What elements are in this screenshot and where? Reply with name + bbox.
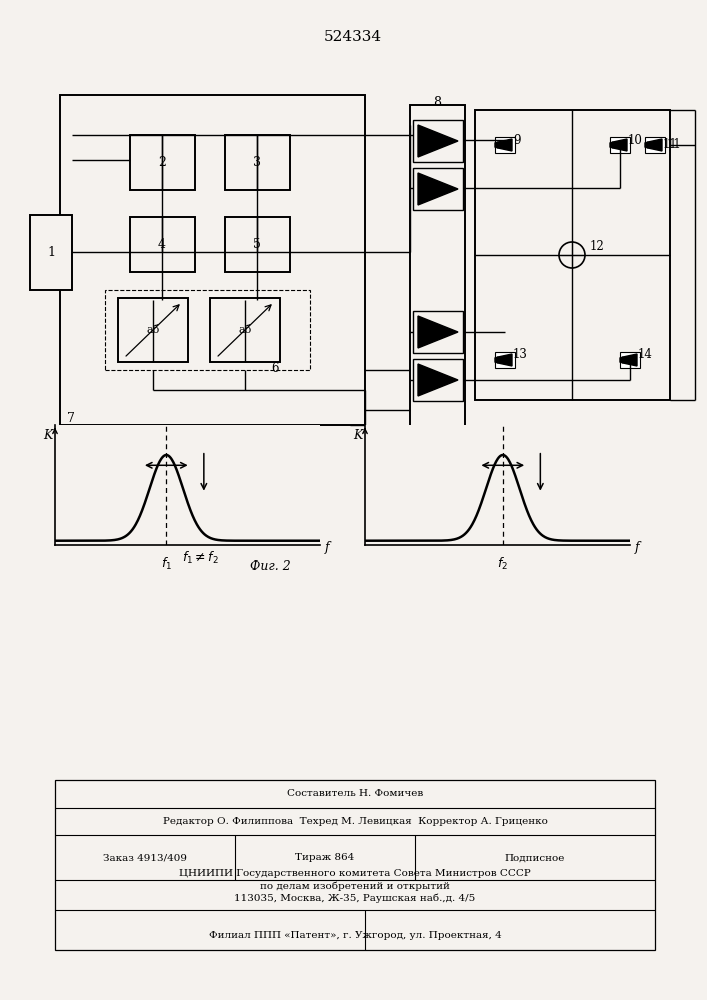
Polygon shape (495, 357, 498, 363)
Polygon shape (498, 139, 512, 151)
Text: 11: 11 (663, 138, 678, 151)
Bar (130, 135, 195, 190)
Text: Редактор О. Филиппова  Техред М. Левицкая  Корректор А. Гриценко: Редактор О. Филиппова Техред М. Левицкая… (163, 818, 547, 826)
Bar (495, 352, 515, 368)
Text: Тираж 864: Тираж 864 (296, 854, 355, 862)
Text: ЦНИИПИ Государственного комитета Совета Министров СССР: ЦНИИПИ Государственного комитета Совета … (179, 868, 531, 878)
Text: 12: 12 (590, 240, 604, 253)
Text: Фиг. 2: Фиг. 2 (250, 560, 291, 573)
Bar (225, 135, 290, 190)
Polygon shape (418, 364, 458, 396)
Polygon shape (495, 142, 498, 148)
Polygon shape (418, 316, 458, 348)
Text: 9: 9 (513, 133, 520, 146)
Polygon shape (498, 354, 512, 366)
Text: 2: 2 (158, 155, 166, 168)
Polygon shape (620, 357, 623, 363)
Polygon shape (645, 142, 648, 148)
Text: 13: 13 (513, 349, 528, 361)
Bar (475, 110, 670, 400)
Bar (225, 217, 290, 272)
Text: 14: 14 (638, 349, 653, 361)
Text: 7: 7 (67, 412, 75, 424)
Bar (118, 298, 188, 362)
Bar (495, 137, 515, 153)
Polygon shape (648, 139, 662, 151)
Bar (413, 359, 463, 401)
Text: Филиал ППП «Патент», г. Ужгород, ул. Проектная, 4: Филиал ППП «Патент», г. Ужгород, ул. Про… (209, 930, 501, 940)
Text: f: f (634, 541, 639, 554)
Text: 10: 10 (628, 133, 643, 146)
Text: Заказ 4913/409: Заказ 4913/409 (103, 854, 187, 862)
Text: 524334: 524334 (324, 30, 382, 44)
Text: 1: 1 (47, 245, 55, 258)
Text: $f_2$: $f_2$ (497, 556, 508, 572)
Bar (55, 780, 655, 950)
Polygon shape (418, 125, 458, 157)
Text: по делам изобретений и открытий: по делам изобретений и открытий (260, 881, 450, 891)
Bar (130, 217, 195, 272)
Text: 113035, Москва, Ж-35, Раушская наб.,д. 4/5: 113035, Москва, Ж-35, Раушская наб.,д. 4… (235, 893, 476, 903)
Polygon shape (610, 142, 613, 148)
Text: K: K (354, 429, 363, 442)
Text: $f_1 \neq f_2$: $f_1 \neq f_2$ (182, 550, 218, 566)
Text: Подписное: Подписное (505, 854, 565, 862)
Bar (413, 168, 463, 210)
Text: 8: 8 (433, 96, 441, 108)
Text: 6: 6 (271, 361, 279, 374)
Text: Фиг. 1: Фиг. 1 (400, 436, 440, 448)
Bar (620, 352, 640, 368)
Text: K: K (44, 429, 53, 442)
Bar (645, 137, 665, 153)
Text: 11: 11 (667, 138, 682, 151)
Bar (30, 215, 72, 290)
Bar (413, 120, 463, 162)
Text: f: f (325, 541, 329, 554)
Bar (410, 105, 465, 435)
Bar (210, 298, 280, 362)
Text: 5: 5 (253, 237, 261, 250)
Bar (105, 290, 310, 370)
Text: Составитель Н. Фомичев: Составитель Н. Фомичев (287, 790, 423, 798)
Polygon shape (613, 139, 627, 151)
Text: $f_1$: $f_1$ (160, 556, 172, 572)
Bar (610, 137, 630, 153)
Bar (413, 311, 463, 353)
Text: аб: аб (238, 325, 252, 335)
Text: 3: 3 (253, 155, 261, 168)
Text: 4: 4 (158, 237, 166, 250)
Polygon shape (623, 354, 637, 366)
Polygon shape (418, 173, 458, 205)
Bar (60, 95, 365, 425)
Text: аб: аб (146, 325, 160, 335)
